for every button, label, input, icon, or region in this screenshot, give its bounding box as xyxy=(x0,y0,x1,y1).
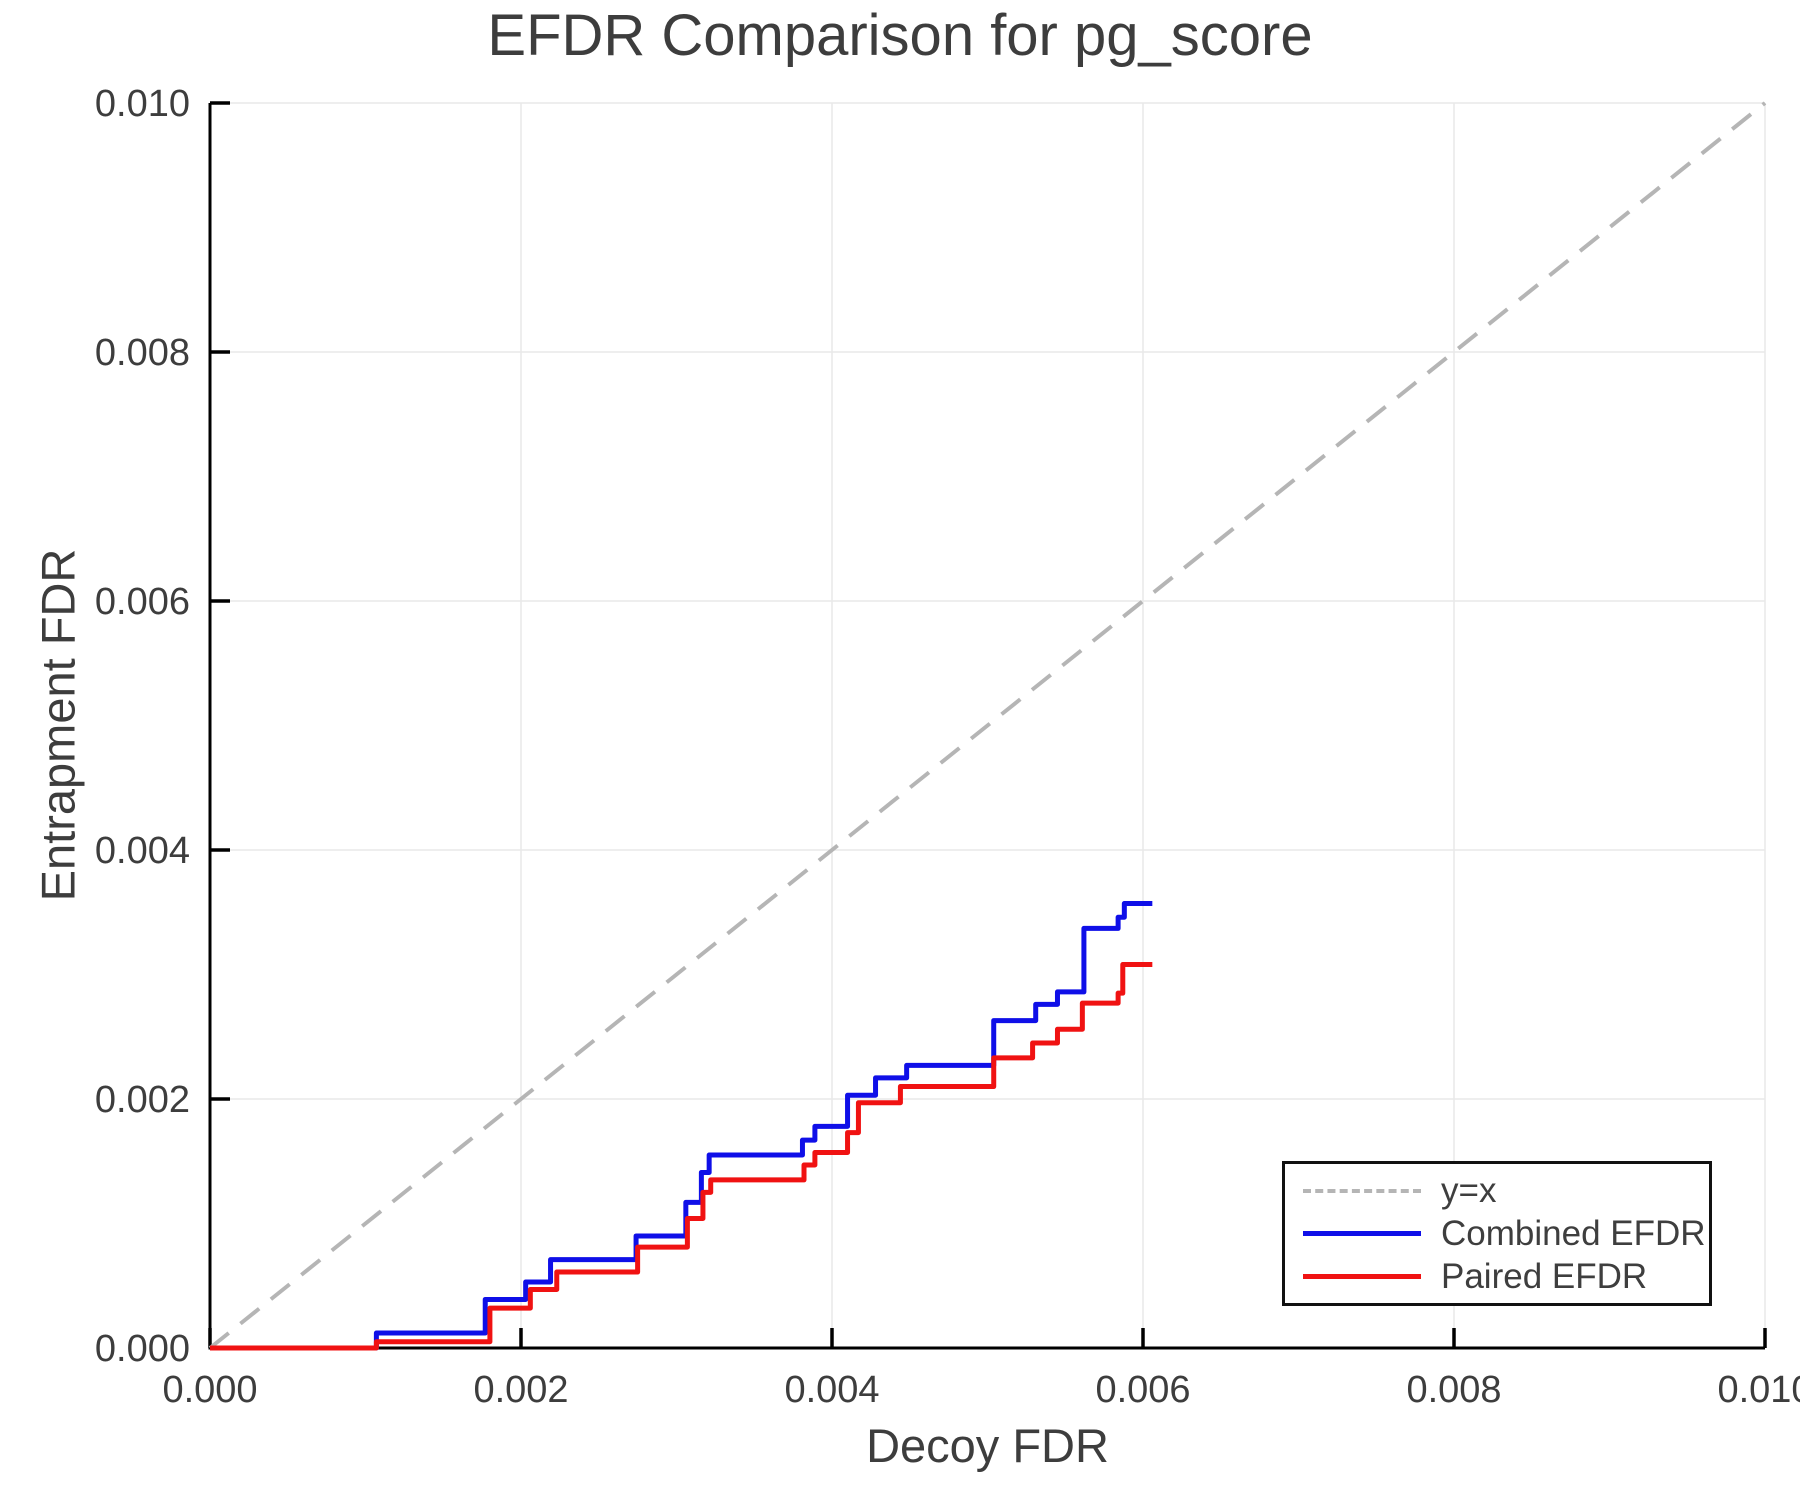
x-tick-label: 0.006 xyxy=(1095,1369,1190,1411)
series-paired-efdr xyxy=(210,962,1153,1351)
y-tick-label: 0.000 xyxy=(95,1328,190,1370)
x-tick-label: 0.000 xyxy=(162,1369,257,1411)
legend-sample-solid xyxy=(1303,1231,1421,1236)
x-tick-label: 0.010 xyxy=(1717,1369,1800,1411)
chart-title: EFDR Comparison for pg_score xyxy=(487,3,1313,68)
legend-sample-dashed xyxy=(1303,1188,1421,1193)
x-axis-label: Decoy FDR xyxy=(866,1419,1109,1472)
legend-box: y=x Combined EFDR Paired EFDR xyxy=(1282,1161,1712,1306)
y-axis-label: Entrapment FDR xyxy=(31,548,85,902)
legend-label: Combined EFDR xyxy=(1441,1214,1706,1253)
y-tick-label: 0.008 xyxy=(95,332,190,374)
x-tick-label: 0.008 xyxy=(1406,1369,1501,1411)
x-tick-label: 0.004 xyxy=(784,1369,879,1411)
legend-row: Paired EFDR xyxy=(1303,1255,1709,1298)
y-tick-label: 0.010 xyxy=(95,83,190,125)
legend-row: Combined EFDR xyxy=(1303,1212,1709,1255)
legend-row: y=x xyxy=(1303,1169,1709,1212)
y-tick-label: 0.002 xyxy=(95,1079,190,1121)
x-tick-label: 0.002 xyxy=(473,1369,568,1411)
y-tick-label: 0.006 xyxy=(95,581,190,623)
legend-label: Paired EFDR xyxy=(1441,1257,1648,1296)
legend-label: y=x xyxy=(1441,1171,1497,1210)
legend-sample-solid xyxy=(1303,1274,1421,1279)
series-combined-efdr xyxy=(210,901,1153,1351)
series-y-x xyxy=(208,101,1767,1350)
y-tick-label: 0.004 xyxy=(95,830,190,872)
